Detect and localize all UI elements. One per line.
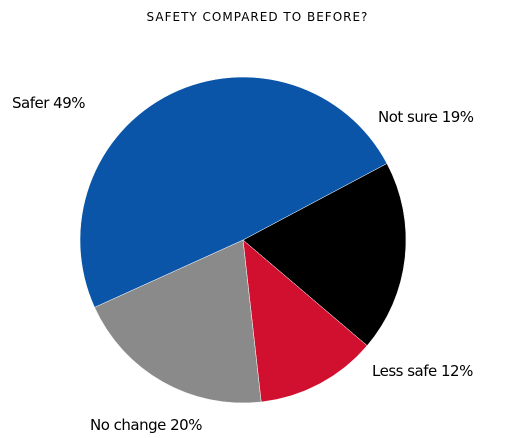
slice-label-not-sure: Not sure 19% bbox=[378, 108, 474, 126]
slice-label-no-change: No change 20% bbox=[90, 416, 202, 434]
chart-title: SAFETY COMPARED TO BEFORE? bbox=[146, 10, 369, 24]
pie-slice-no-change bbox=[94, 239, 262, 404]
slice-label-less-safe: Less safe 12% bbox=[372, 362, 473, 380]
pie-slice-not-sure bbox=[242, 163, 407, 346]
slices-layer bbox=[79, 76, 407, 404]
pie-slice-safer bbox=[79, 76, 388, 308]
slice-label-safer: Safer 49% bbox=[12, 94, 85, 112]
labels-layer: Not sure 19% Less safe 12% No change 20% Sa… bbox=[12, 94, 474, 434]
pie-slice-less-safe bbox=[242, 239, 368, 403]
